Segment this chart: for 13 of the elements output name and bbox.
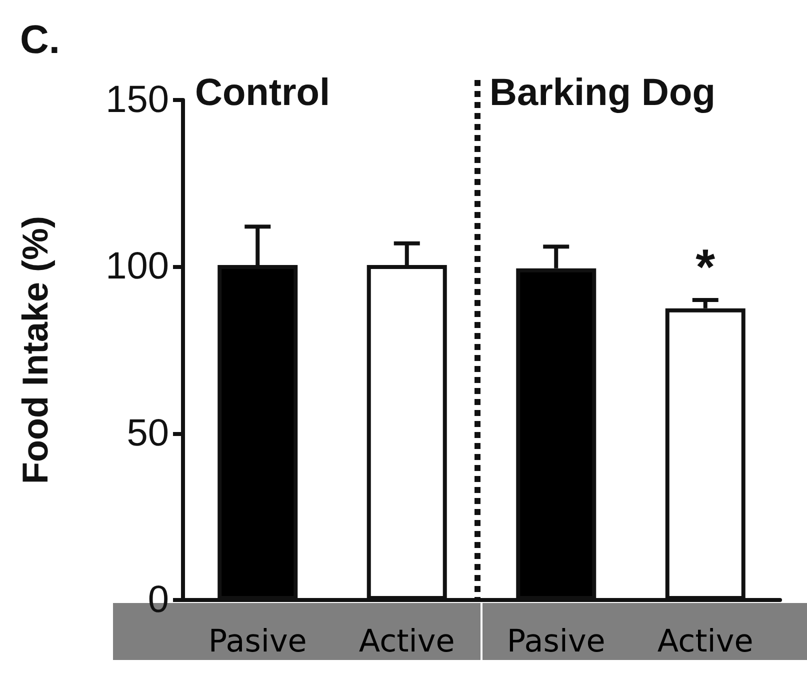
x-tick-label: Pasive: [208, 624, 307, 660]
y-axis-title: Food Intake (%): [14, 216, 56, 484]
annotation: Control: [195, 72, 330, 114]
x-tick-label: Pasive: [506, 624, 606, 660]
y-tick-label: 100: [106, 246, 169, 288]
annotation: *: [696, 239, 716, 295]
annotation: Barking Dog: [490, 72, 716, 114]
y-tick-label: 50: [126, 412, 169, 454]
text: C.: [20, 18, 60, 62]
x-tick-label: Active: [358, 624, 455, 660]
y-tick-label: 0: [148, 579, 169, 621]
x-tick-label: Active: [657, 624, 754, 660]
y-tick-label: 150: [106, 79, 169, 121]
